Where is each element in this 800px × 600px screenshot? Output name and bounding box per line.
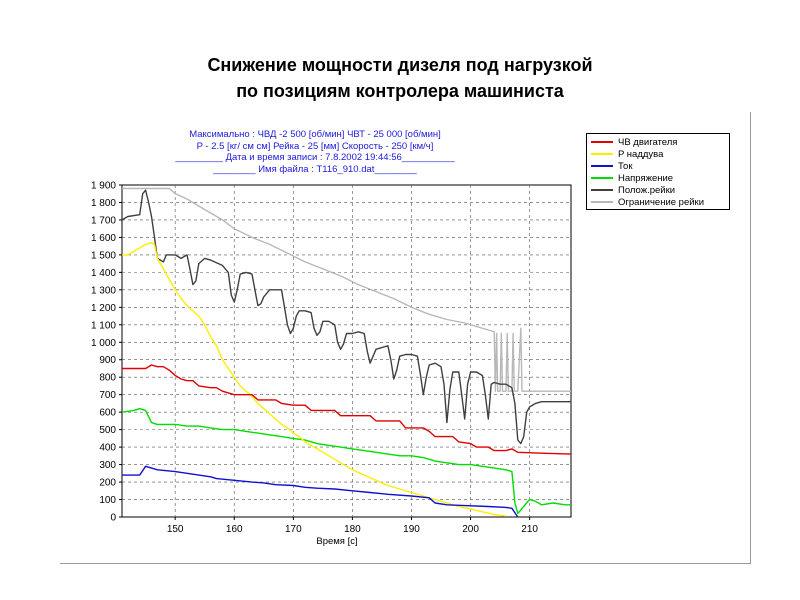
legend-swatch (591, 201, 613, 203)
y-tick-label: 1 800 (91, 198, 116, 209)
y-tick-label: 0 (110, 513, 116, 524)
legend-swatch (591, 177, 613, 179)
legend-label: Напряжение (618, 172, 674, 184)
y-tick-label: 1 700 (91, 215, 116, 226)
y-tick-label: 600 (99, 408, 116, 419)
frame-right-border (750, 112, 751, 564)
legend-item: Напряжение (591, 172, 729, 184)
y-axis-ticks: 0 100 200 300 400 500 600 700 800 900 1 000 1 100 1 … (91, 181, 122, 524)
series-line-1 (122, 241, 507, 517)
legend: ЧВ двигателя P наддува Ток Напряжение Полож.… (586, 133, 730, 210)
y-tick-label: 1 400 (91, 268, 116, 279)
x-tick-label: 180 (344, 524, 361, 535)
x-tick-label: 170 (285, 524, 302, 535)
y-tick-label: 900 (99, 355, 116, 366)
frame-bottom-border (60, 563, 751, 564)
y-tick-label: 100 (99, 495, 116, 506)
y-tick-label: 500 (99, 425, 116, 436)
legend-item: Полож.рейки (591, 184, 729, 196)
slide-title-line2: по позициям контролера машиниста (236, 81, 564, 101)
x-tick-label: 210 (521, 524, 538, 535)
y-tick-label: 400 (99, 443, 116, 454)
grid-lines (122, 185, 571, 517)
info-line-max-pressure: P - 2.5 [кг/ см см] Рейка - 25 [мм] Скор… (196, 140, 434, 152)
info-line-max-rpm: Максимально : ЧВД -2 500 [об/мин] ЧВТ - … (189, 129, 441, 140)
recording-info: Максимально : ЧВД -2 500 [об/мин] ЧВТ - … (120, 129, 510, 175)
series-lines (121, 187, 572, 518)
plot-frame (121, 184, 572, 518)
y-tick-label: 200 (99, 478, 116, 489)
slide-title-line1: Снижение мощности дизеля под нагрузкой (207, 55, 593, 75)
series-line-0 (122, 364, 572, 455)
info-line-datetime: _________ Дата и время записи : 7.8.2002… (175, 152, 455, 163)
x-tick-label: 200 (462, 524, 479, 535)
legend-item: ЧВ двигателя (591, 136, 729, 148)
legend-item: Ток (591, 160, 729, 172)
y-tick-label: 800 (99, 373, 116, 384)
legend-swatch (591, 141, 613, 143)
x-tick-label: 150 (167, 524, 184, 535)
series-line-4 (121, 189, 571, 445)
legend-item: P наддува (591, 148, 729, 160)
series-line-3 (121, 408, 571, 515)
legend-swatch (591, 153, 613, 155)
legend-label: Полож.рейки (618, 184, 676, 196)
x-tick-label: 190 (403, 524, 420, 535)
y-tick-label: 1 600 (91, 233, 116, 244)
legend-label: Ток (618, 160, 633, 172)
series-line-2 (122, 465, 519, 518)
y-tick-label: 1 900 (91, 181, 116, 192)
y-tick-label: 1 000 (91, 338, 116, 349)
info-line-filename: ________ Имя файла : T116_910.dat_______… (213, 163, 417, 175)
slide-title: Снижение мощности дизеля под нагрузкой п… (0, 52, 800, 104)
series-line-5 (122, 187, 571, 392)
y-tick-label: 1 300 (91, 285, 116, 296)
y-tick-label: 1 500 (91, 250, 116, 261)
y-tick-label: 1 100 (91, 320, 116, 331)
legend-label: P наддува (618, 148, 664, 160)
legend-item: Ограничение рейки (591, 196, 729, 208)
legend-swatch (591, 165, 613, 167)
y-tick-label: 300 (99, 460, 116, 471)
legend-label: Ограничение рейки (618, 196, 705, 208)
y-tick-label: 700 (99, 390, 116, 401)
y-tick-label: 1 200 (91, 303, 116, 314)
legend-label: ЧВ двигателя (618, 136, 678, 148)
x-axis-ticks: 150 160 170 180 190 200 210 (167, 517, 538, 535)
x-axis-label: Время [с] (316, 536, 357, 547)
x-tick-label: 160 (226, 524, 243, 535)
legend-swatch (591, 189, 613, 191)
